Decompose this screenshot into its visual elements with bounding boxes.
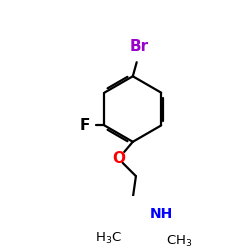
Text: O: O <box>112 152 125 166</box>
Text: NH: NH <box>150 206 173 220</box>
Text: Br: Br <box>130 40 148 54</box>
Text: F: F <box>80 118 90 133</box>
Text: CH$_3$: CH$_3$ <box>166 234 192 249</box>
Text: H$_3$C: H$_3$C <box>95 231 122 246</box>
